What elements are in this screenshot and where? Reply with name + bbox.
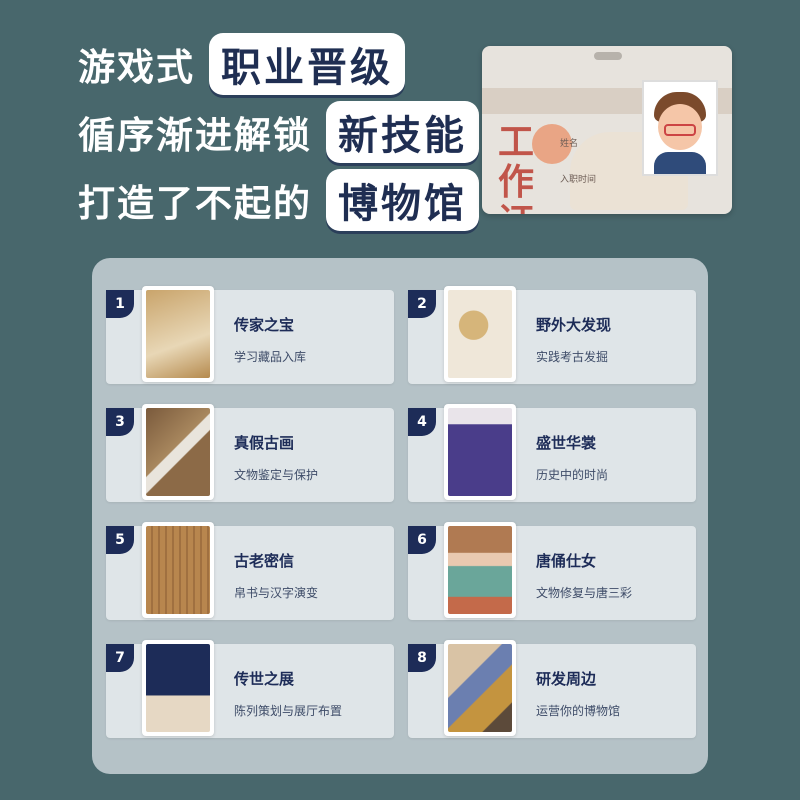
level-title: 野外大发现 xyxy=(536,316,612,334)
level-title: 唐俑仕女 xyxy=(536,552,597,570)
level-subtitle: 帛书与汉字演变 xyxy=(234,586,319,600)
level-title: 传家之宝 xyxy=(234,316,295,334)
badge-title: 工作证 xyxy=(497,121,534,214)
levels-panel: 1 传家之宝 学习藏品入库 2 野外大发现 实践考古发掘 3 真假古画 文物鉴定… xyxy=(92,258,708,774)
level-subtitle: 实践考古发掘 xyxy=(536,350,609,364)
level-card-6[interactable]: 6 唐俑仕女 文物修复与唐三彩 xyxy=(408,522,696,620)
badge-date-label: 入职时间 xyxy=(560,175,597,185)
work-id-badge: 工作证 姓名 入职时间 xyxy=(482,46,732,214)
level-title: 盛世华裳 xyxy=(536,434,597,452)
level-subtitle: 陈列策划与展厅布置 xyxy=(234,704,343,718)
heirloom-pouch-image xyxy=(142,286,214,382)
headline-1-text: 游戏式 xyxy=(78,46,195,89)
level-number: 7 xyxy=(106,644,134,672)
tang-figurine-image xyxy=(444,522,516,618)
level-card-5[interactable]: 5 古老密信 帛书与汉字演变 xyxy=(106,522,394,620)
sun-icon xyxy=(532,124,572,164)
level-number: 8 xyxy=(408,644,436,672)
level-subtitle: 历史中的时尚 xyxy=(536,468,609,482)
headline-2-text: 循序渐进解锁 xyxy=(78,114,312,157)
avatar xyxy=(642,80,718,176)
badge-hole xyxy=(594,52,622,60)
level-title: 真假古画 xyxy=(234,434,295,452)
headline-3-text: 打造了不起的 xyxy=(78,182,312,225)
level-subtitle: 运营你的博物馆 xyxy=(536,704,621,718)
level-card-2[interactable]: 2 野外大发现 实践考古发掘 xyxy=(408,286,696,384)
merchandise-image xyxy=(444,640,516,736)
ancient-coins-image xyxy=(444,286,516,382)
painting-scroll-image xyxy=(142,404,214,500)
level-card-7[interactable]: 7 传世之展 陈列策划与展厅布置 xyxy=(106,640,394,738)
level-subtitle: 文物修复与唐三彩 xyxy=(536,586,633,600)
level-subtitle: 文物鉴定与保护 xyxy=(234,468,319,482)
headline-1: 游戏式 职业晋级 xyxy=(78,33,405,95)
exhibition-hall-image xyxy=(142,640,214,736)
level-number: 3 xyxy=(106,408,134,436)
ancient-robe-image xyxy=(444,404,516,500)
badge-name-label: 姓名 xyxy=(560,139,579,149)
level-title: 古老密信 xyxy=(234,552,295,570)
headline-2: 循序渐进解锁 新技能 xyxy=(78,101,479,163)
headline-3: 打造了不起的 博物馆 xyxy=(78,169,479,231)
silk-manuscript-image xyxy=(142,522,214,618)
level-card-3[interactable]: 3 真假古画 文物鉴定与保护 xyxy=(106,404,394,502)
level-card-8[interactable]: 8 研发周边 运营你的博物馆 xyxy=(408,640,696,738)
level-title: 传世之展 xyxy=(234,670,295,688)
level-number: 2 xyxy=(408,290,436,318)
level-subtitle: 学习藏品入库 xyxy=(234,350,307,364)
level-number: 6 xyxy=(408,526,436,554)
level-number: 4 xyxy=(408,408,436,436)
level-number: 1 xyxy=(106,290,134,318)
level-number: 5 xyxy=(106,526,134,554)
level-card-1[interactable]: 1 传家之宝 学习藏品入库 xyxy=(106,286,394,384)
level-title: 研发周边 xyxy=(536,670,597,688)
headline-3-highlight: 博物馆 xyxy=(326,169,479,231)
headline-1-highlight: 职业晋级 xyxy=(209,33,405,95)
headline-2-highlight: 新技能 xyxy=(326,101,479,163)
level-card-4[interactable]: 4 盛世华裳 历史中的时尚 xyxy=(408,404,696,502)
